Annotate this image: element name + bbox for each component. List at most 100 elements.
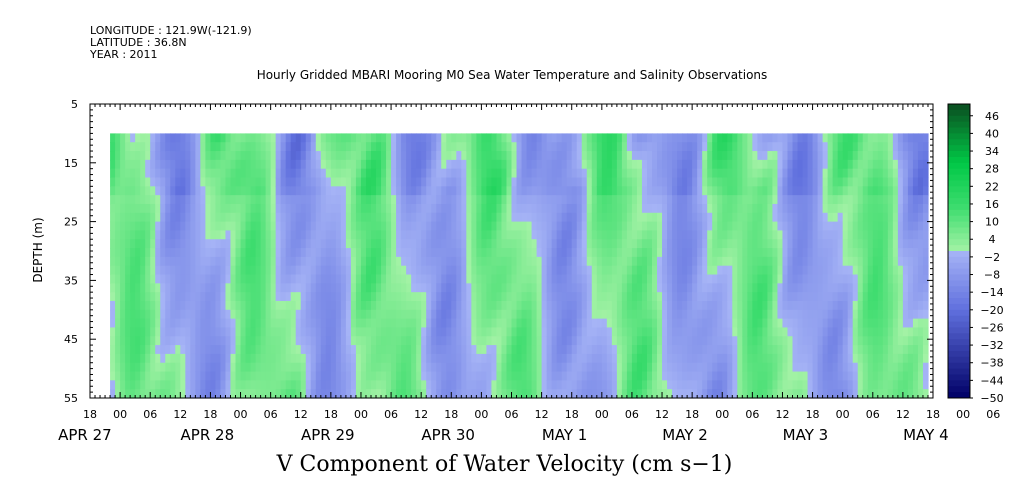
heatmap-cell xyxy=(240,345,247,355)
heatmap-cell xyxy=(290,380,297,390)
heatmap-cell xyxy=(155,151,161,161)
heatmap-cell xyxy=(662,159,668,170)
heatmap-cell xyxy=(737,345,743,355)
heatmap-cell xyxy=(496,380,503,390)
heatmap-cell xyxy=(481,186,488,196)
heatmap-cell xyxy=(225,203,232,214)
heatmap-cell xyxy=(170,256,176,267)
heatmap-cell xyxy=(867,133,874,143)
heatmap-cell xyxy=(682,186,688,196)
heatmap-cell xyxy=(371,309,377,320)
heatmap-cell xyxy=(501,248,508,258)
heatmap-cell xyxy=(556,230,563,240)
heatmap-cell xyxy=(300,318,307,329)
heatmap-cell xyxy=(110,353,116,364)
heatmap-cell xyxy=(606,353,613,364)
heatmap-cell xyxy=(842,389,849,399)
heatmap-cell xyxy=(792,292,799,302)
heatmap-cell xyxy=(912,371,919,381)
heatmap-cell xyxy=(682,380,688,390)
heatmap-cell xyxy=(807,239,814,249)
heatmap-cell xyxy=(305,230,312,240)
heatmap-cell xyxy=(340,389,347,399)
heatmap-cell xyxy=(742,159,748,170)
heatmap-cell xyxy=(421,133,427,143)
heatmap-cell xyxy=(511,336,518,346)
heatmap-cell xyxy=(586,142,593,152)
heatmap-cell xyxy=(140,151,146,161)
heatmap-cell xyxy=(270,336,277,346)
heatmap-cell xyxy=(451,256,457,267)
heatmap-cell xyxy=(130,177,136,187)
heatmap-cell xyxy=(737,283,743,293)
heatmap-cell xyxy=(446,177,452,187)
heatmap-cell xyxy=(631,336,638,346)
heatmap-cell xyxy=(646,203,653,214)
heatmap-cell xyxy=(175,151,181,161)
heatmap-cell xyxy=(115,248,121,258)
heatmap-cell xyxy=(561,336,568,346)
heatmap-cell xyxy=(135,327,141,337)
heatmap-cell xyxy=(205,292,212,302)
heatmap-cell xyxy=(601,212,608,223)
heatmap-cell xyxy=(727,274,733,284)
heatmap-cell xyxy=(611,142,618,152)
heatmap-cell xyxy=(842,345,849,355)
heatmap-cell xyxy=(506,389,513,399)
heatmap-cell xyxy=(827,371,834,381)
heatmap-cell xyxy=(260,353,267,364)
heatmap-cell xyxy=(867,283,874,293)
heatmap-cell xyxy=(411,142,417,152)
heatmap-cell xyxy=(461,265,467,276)
heatmap-cell xyxy=(250,283,257,293)
heatmap-cell xyxy=(275,274,282,284)
heatmap-cell xyxy=(677,186,683,196)
heatmap-cell xyxy=(426,274,432,284)
heatmap-cell xyxy=(210,221,217,232)
heatmap-cell xyxy=(386,177,392,187)
heatmap-cell xyxy=(707,283,713,293)
heatmap-cell xyxy=(456,221,462,232)
heatmap-cell xyxy=(491,195,498,205)
heatmap-cell xyxy=(822,203,829,214)
heatmap-cell xyxy=(621,300,628,311)
heatmap-cell xyxy=(145,274,151,284)
heatmap-cell xyxy=(461,186,467,196)
heatmap-cell xyxy=(707,230,713,240)
heatmap-cell xyxy=(145,336,151,346)
heatmap-cell xyxy=(646,239,653,249)
heatmap-cell xyxy=(340,133,347,143)
heatmap-cell xyxy=(360,362,367,373)
heatmap-cell xyxy=(290,327,297,337)
heatmap-cell xyxy=(646,380,653,390)
heatmap-cell xyxy=(812,389,819,399)
heatmap-cell xyxy=(305,292,312,302)
heatmap-cell xyxy=(265,151,272,161)
heatmap-cell xyxy=(315,221,322,232)
heatmap-cell xyxy=(295,203,302,214)
heatmap-cell xyxy=(260,283,267,293)
heatmap-cell xyxy=(511,389,518,399)
heatmap-cell xyxy=(135,159,141,170)
heatmap-cell xyxy=(320,159,327,170)
heatmap-cell xyxy=(195,203,201,214)
heatmap-cell xyxy=(732,168,738,179)
heatmap-cell xyxy=(325,345,332,355)
heatmap-cell xyxy=(456,274,462,284)
heatmap-cell xyxy=(797,283,804,293)
heatmap-cell xyxy=(692,380,698,390)
heatmap-cell xyxy=(682,195,688,205)
heatmap-cell xyxy=(381,239,387,249)
heatmap-cell xyxy=(335,292,342,302)
heatmap-cell xyxy=(772,309,779,320)
heatmap-cell xyxy=(310,274,317,284)
heatmap-cell xyxy=(772,177,779,187)
heatmap-cell xyxy=(807,221,814,232)
heatmap-cell xyxy=(616,362,623,373)
heatmap-cell xyxy=(792,345,799,355)
heatmap-cell xyxy=(767,221,774,232)
heatmap-cell xyxy=(922,362,929,373)
heatmap-cell xyxy=(115,256,121,267)
heatmap-cell xyxy=(270,309,277,320)
heatmap-cell xyxy=(441,265,447,276)
